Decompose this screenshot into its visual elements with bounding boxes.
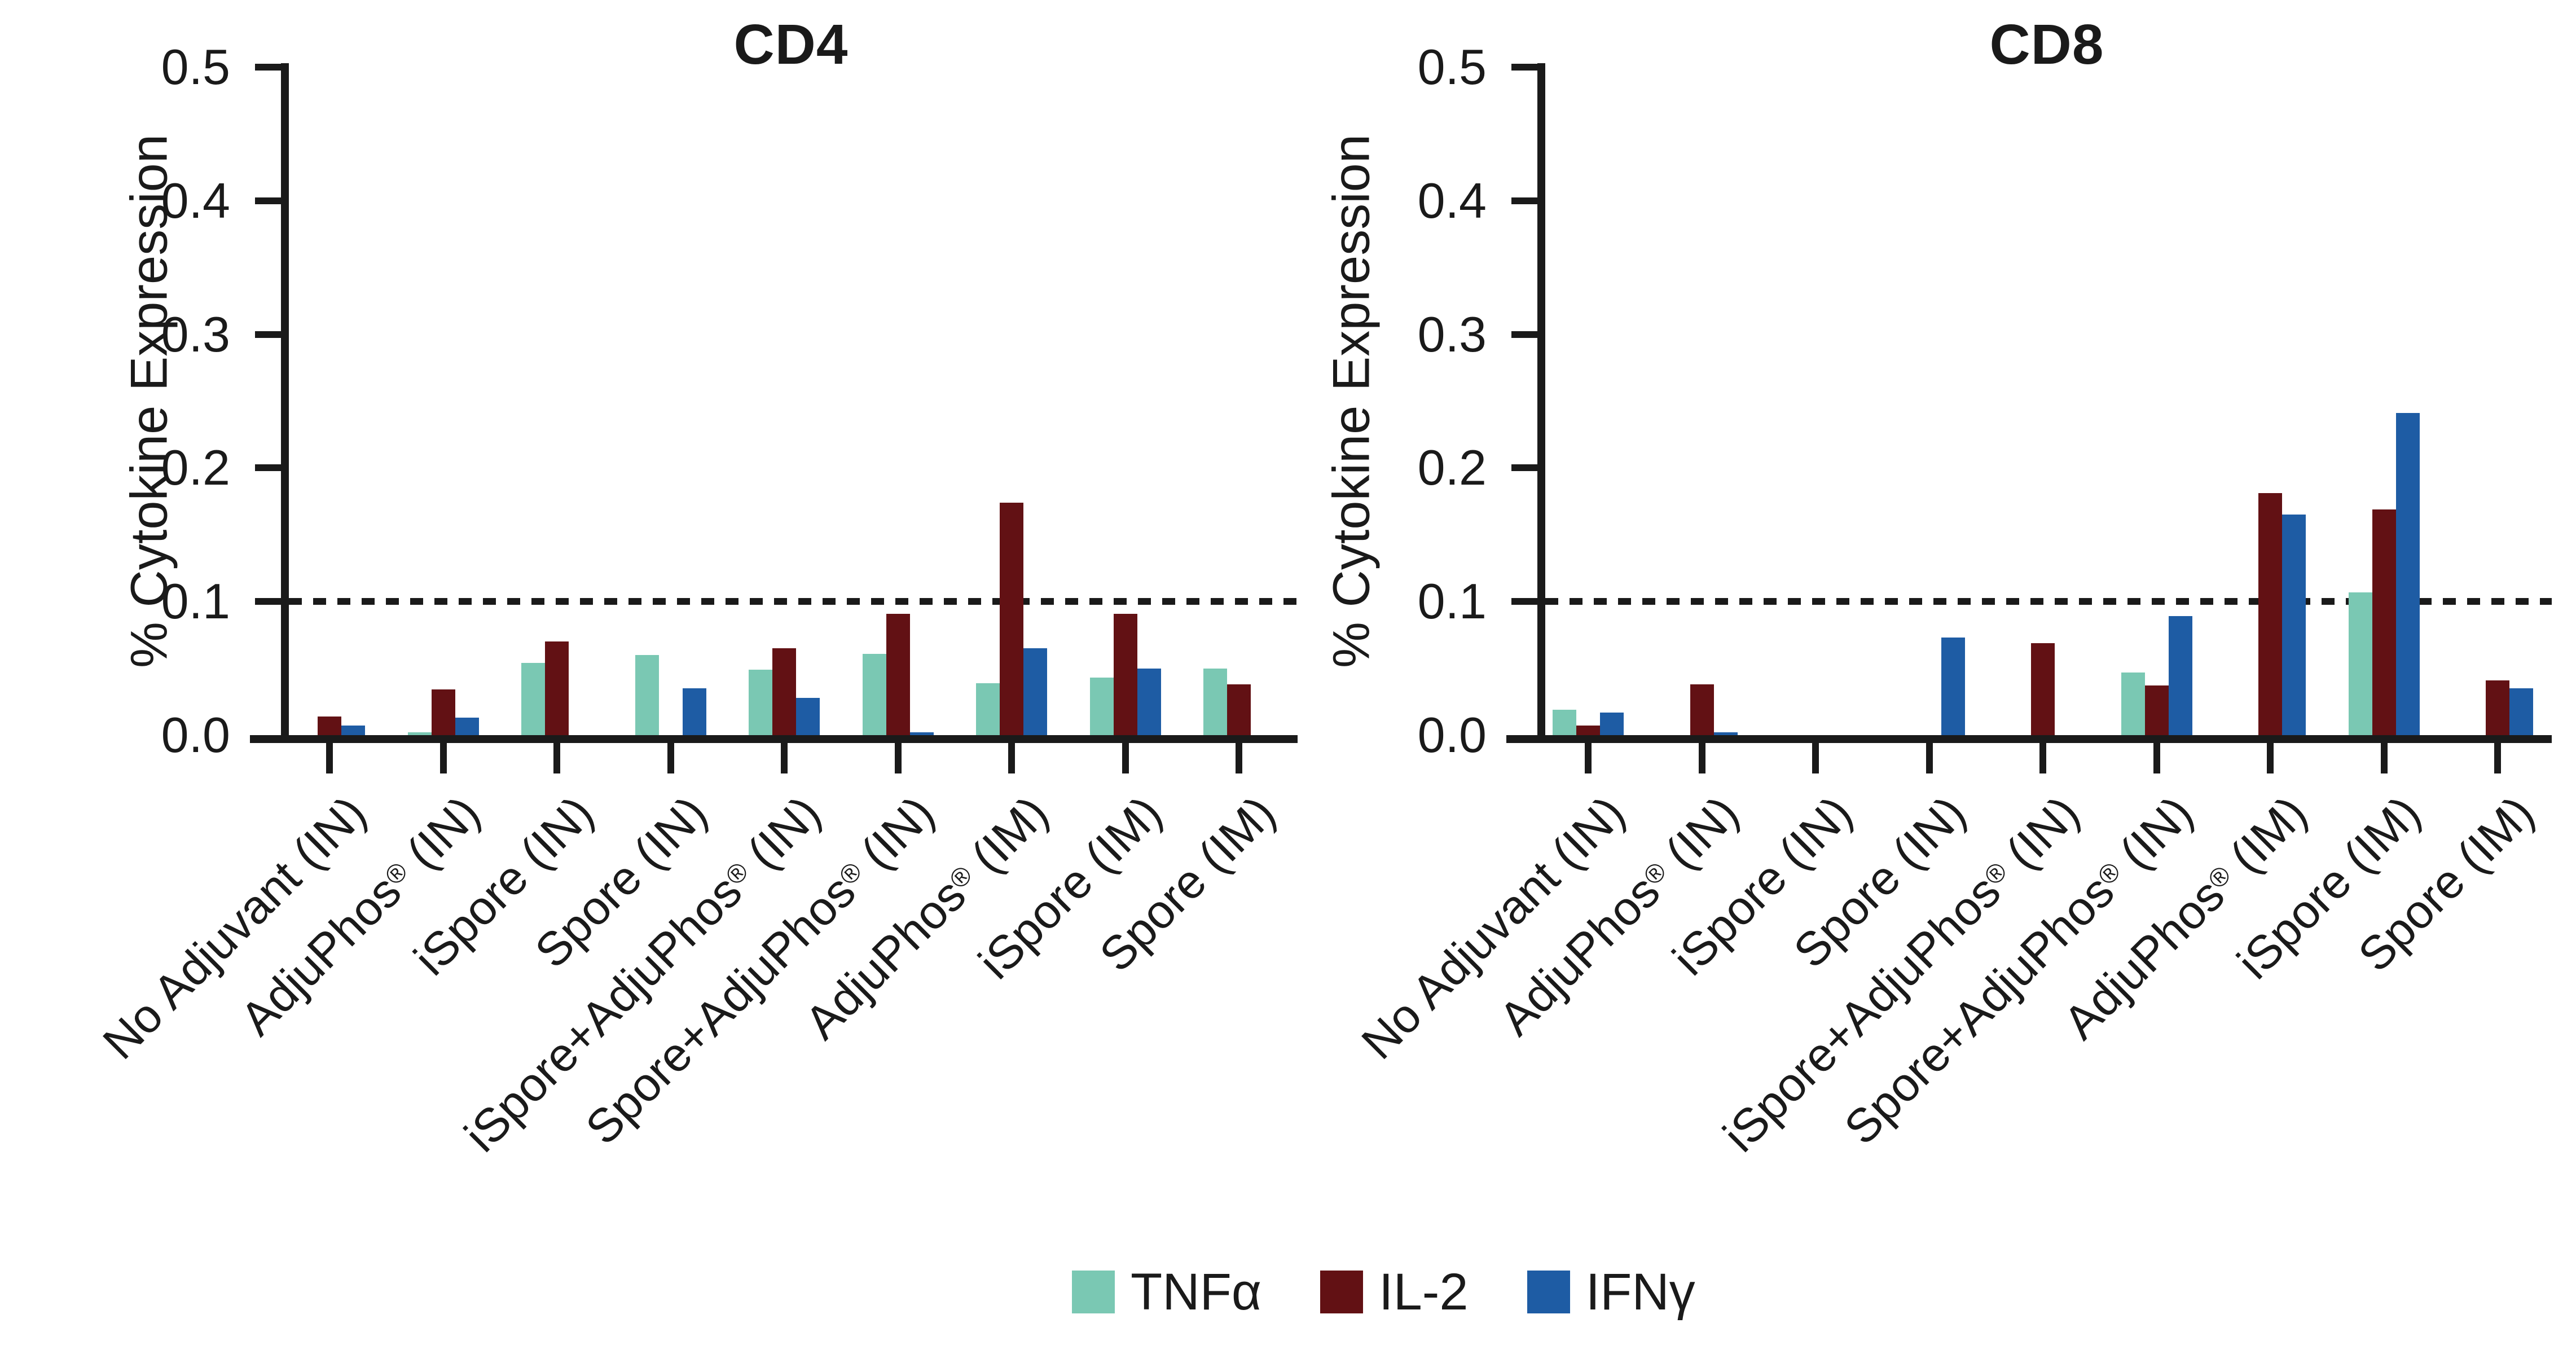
x-tick <box>2380 743 2388 773</box>
bar-tnf--ispore-im <box>2348 592 2372 735</box>
bar-il-2-spore-im <box>1227 684 1251 735</box>
x-tick <box>1585 743 1592 773</box>
chart-title-cd8: CD8 <box>1989 13 2104 76</box>
chart-title-cd4: CD4 <box>733 13 849 76</box>
legend-label-il2: IL-2 <box>1379 1263 1469 1321</box>
y-tick <box>255 64 281 71</box>
x-tick <box>1236 743 1242 773</box>
x-axis-line <box>250 735 1298 743</box>
legend-label-ifng: IFNγ <box>1585 1263 1695 1321</box>
y-tick-label: 0.1 <box>161 573 230 630</box>
bar-tnf--adjuphos-in <box>407 732 432 735</box>
legend-label-tnfa: TNFα <box>1131 1263 1262 1321</box>
y-tick <box>255 464 281 472</box>
y-tick <box>255 331 281 338</box>
bar-il-2-adjuphos-in <box>1690 684 1714 735</box>
bar-tnf--sporeadjuphos-in <box>2121 672 2145 735</box>
y-tick-label: 0.2 <box>1417 439 1487 496</box>
bar-il-2-ispore-im <box>1113 614 1137 735</box>
y-tick <box>1511 197 1537 204</box>
x-tick <box>894 743 902 773</box>
legend-item-tnfa: TNFα <box>1072 1266 1261 1318</box>
bar-tnf--sporeadjuphos-in <box>862 654 886 735</box>
x-tick <box>781 743 788 773</box>
y-tick-label: 0.4 <box>161 172 230 228</box>
y-axis-label-cd8: % Cytokine Expression <box>1322 134 1381 668</box>
x-tick <box>2039 743 2046 773</box>
bar-ifn--adjuphos-im <box>1023 648 1047 735</box>
x-tick <box>1122 743 1129 773</box>
bar-ifn--adjuphos-in <box>1713 732 1738 735</box>
x-tick <box>1926 743 1933 773</box>
y-tick-label: 0.5 <box>161 39 230 95</box>
legend: TNFα IL-2 IFNγ <box>1072 1266 1754 1318</box>
bar-tnf--isporeadjuphos-in <box>749 670 772 735</box>
bar-ifn--isporeadjuphos-in <box>796 698 820 735</box>
y-tick <box>255 197 281 204</box>
bar-tnf--spore-im <box>1203 669 1227 735</box>
y-tick-label: 0.5 <box>1417 39 1487 95</box>
bar-il-2-spore-im <box>2486 680 2509 735</box>
y-tick <box>255 598 281 605</box>
x-tick <box>667 743 674 773</box>
x-tick <box>1698 743 1705 773</box>
bar-il-2-adjuphos-im <box>2258 493 2282 735</box>
y-tick <box>1511 331 1537 338</box>
bar-ifn--ispore-im <box>1137 669 1161 735</box>
bar-il-2-isporeadjuphos-in <box>772 648 796 735</box>
bar-ifn--no-adjuvant-in <box>1600 713 1624 735</box>
y-tick <box>1511 464 1537 472</box>
bar-il-2-sporeadjuphos-in <box>886 614 910 735</box>
x-axis-line <box>1506 735 2552 743</box>
x-tick <box>1812 743 1819 773</box>
y-tick-label: 0.1 <box>1417 573 1487 630</box>
bar-ifn--adjuphos-im <box>2282 515 2306 735</box>
bar-tnf--ispore-im <box>1089 678 1114 735</box>
x-tick <box>2494 743 2501 773</box>
x-tick <box>439 743 447 773</box>
x-tick <box>326 743 333 773</box>
bar-il-2-ispore-im <box>2372 509 2396 735</box>
threshold-dashed-line <box>289 598 1298 605</box>
bar-il-2-isporeadjuphos-in <box>2031 643 2055 735</box>
x-tick <box>1008 743 1015 773</box>
bar-il-2-adjuphos-im <box>1000 503 1023 735</box>
tnfa-swatch-icon <box>1072 1271 1115 1313</box>
y-tick-label: 0.0 <box>1417 707 1487 763</box>
x-tick <box>2267 743 2274 773</box>
bar-tnf--ispore-in <box>521 663 545 735</box>
bar-ifn--ispore-im <box>2395 413 2420 735</box>
y-tick-label: 0.3 <box>1417 306 1487 362</box>
bar-il-2-ispore-in <box>545 641 569 735</box>
x-tick <box>553 743 560 773</box>
y-tick <box>1511 598 1537 605</box>
bar-ifn--sporeadjuphos-in <box>2168 616 2192 735</box>
x-tick <box>2153 743 2160 773</box>
y-axis-line <box>281 63 289 735</box>
y-tick-label: 0.3 <box>161 306 230 362</box>
bar-tnf--no-adjuvant-in <box>1553 710 1576 735</box>
bar-ifn--spore-im <box>2509 688 2533 735</box>
bar-il-2-no-adjuvant-in <box>1576 726 1600 735</box>
bar-ifn--no-adjuvant-in <box>341 726 365 735</box>
bar-ifn--adjuphos-in <box>455 718 479 735</box>
bar-tnf--adjuphos-im <box>976 683 1000 735</box>
bar-il-2-sporeadjuphos-in <box>2144 685 2169 735</box>
bar-ifn--spore-in <box>682 688 706 735</box>
bar-il-2-adjuphos-in <box>431 689 455 735</box>
bar-tnf--spore-in <box>635 655 659 735</box>
legend-item-il2: IL-2 <box>1320 1266 1469 1318</box>
y-tick-label: 0.4 <box>1417 172 1487 228</box>
bar-ifn--sporeadjuphos-in <box>909 732 934 735</box>
y-tick <box>1511 64 1537 71</box>
y-axis-line <box>1537 63 1545 735</box>
bar-il-2-no-adjuvant-in <box>318 717 341 735</box>
bar-ifn--spore-in <box>1941 638 1965 735</box>
y-tick-label: 0.0 <box>161 707 230 763</box>
y-tick-label: 0.2 <box>161 439 230 496</box>
ifng-swatch-icon <box>1527 1271 1570 1313</box>
legend-item-ifng: IFNγ <box>1527 1266 1695 1318</box>
il2-swatch-icon <box>1320 1271 1364 1313</box>
